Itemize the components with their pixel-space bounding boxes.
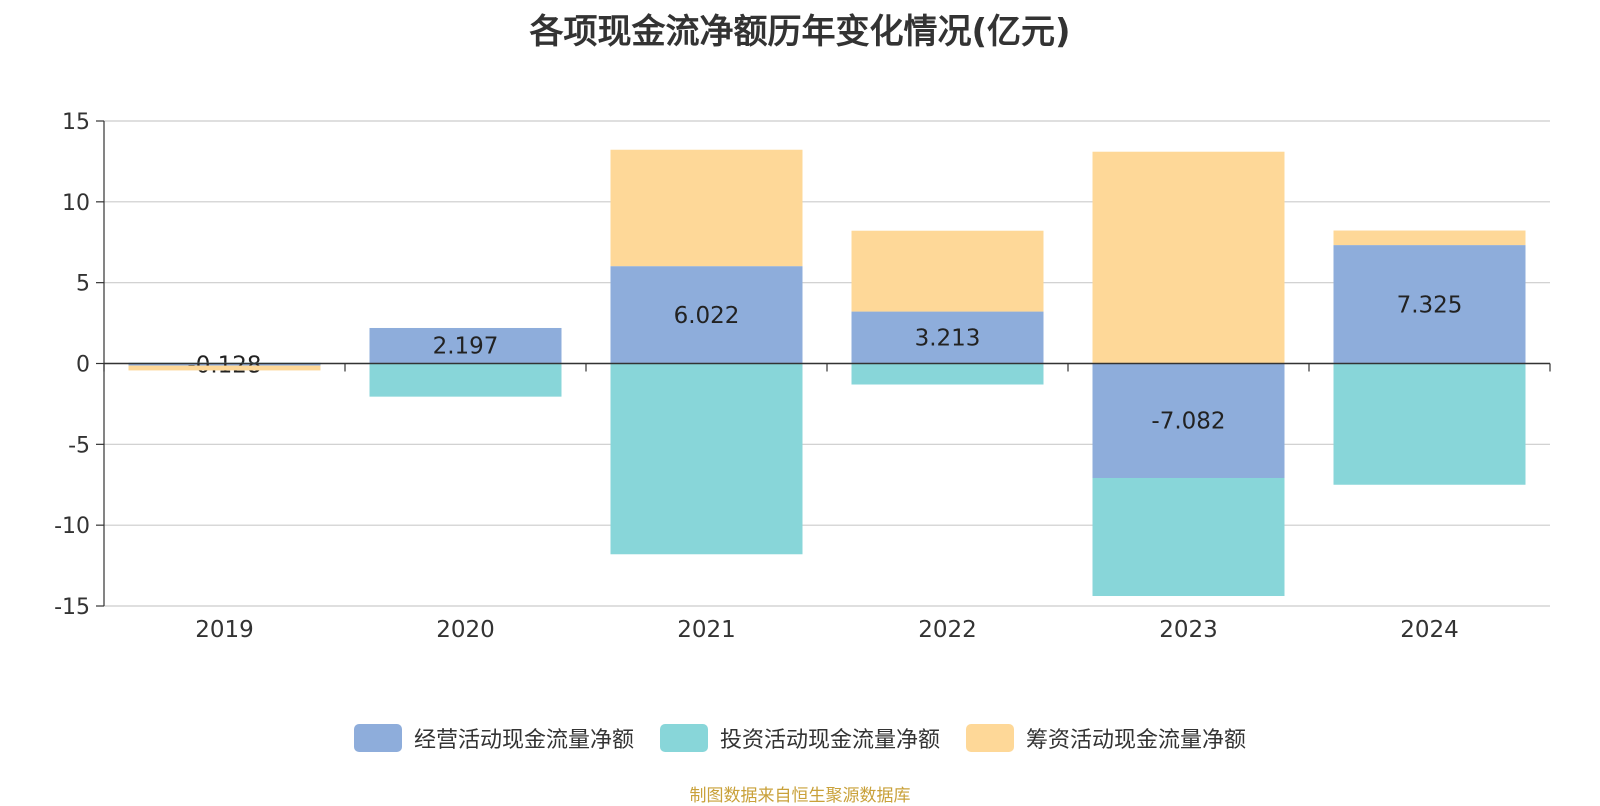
legend-swatch-investing <box>659 724 708 752</box>
bar-2024-series-2 <box>1333 363 1526 485</box>
bar-2022-series-3 <box>851 230 1044 312</box>
x-tick-label: 2023 <box>1159 617 1218 643</box>
legend-item-financing[interactable]: 筹资活动现金流量净额 <box>966 722 1246 754</box>
chart-legend: 经营活动现金流量净额 投资活动现金流量净额 筹资活动现金流量净额 <box>0 722 1600 754</box>
x-tick-label: 2022 <box>918 617 977 643</box>
source-note: 制图数据来自恒生聚源数据库 <box>689 786 911 806</box>
legend-item-operating[interactable]: 经营活动现金流量净额 <box>353 722 634 754</box>
bar-2019-series-3 <box>128 365 321 371</box>
data-label-2020: 2.197 <box>433 334 499 360</box>
bar-2022-series-2 <box>851 363 1044 385</box>
y-tick-label: 15 <box>62 110 90 135</box>
y-tick-label: 5 <box>76 272 90 297</box>
data-label-2021: 6.022 <box>674 303 740 329</box>
data-label-2023: -7.082 <box>1151 409 1225 435</box>
bar-2023-series-3 <box>1092 151 1285 364</box>
bar-2023-series-1 <box>1092 363 1285 478</box>
y-tick-label: -5 <box>68 433 90 458</box>
x-tick-label: 2024 <box>1400 617 1459 643</box>
y-tick-label: 0 <box>76 353 90 378</box>
legend-label-financing: 筹资活动现金流量净额 <box>1026 728 1247 753</box>
legend-label-operating: 经营活动现金流量净额 <box>413 728 634 753</box>
x-tick-label: 2020 <box>436 617 495 643</box>
chart-title: 各项现金流净额历年变化情况(亿元) <box>529 12 1071 52</box>
legend-item-investing[interactable]: 投资活动现金流量净额 <box>659 722 940 754</box>
bar-2019-series-1 <box>128 363 321 366</box>
x-tick-label: 2019 <box>195 617 254 643</box>
bar-2024-series-3 <box>1333 230 1526 246</box>
data-label-2024: 7.325 <box>1397 292 1463 318</box>
bar-2024-series-1 <box>1333 245 1526 364</box>
data-label-2019: -0.128 <box>187 353 261 379</box>
bar-2020-series-1 <box>369 327 562 364</box>
bar-2021-series-2 <box>610 363 803 555</box>
data-label-2022: 3.213 <box>915 326 981 352</box>
legend-swatch-operating <box>353 724 402 752</box>
bar-2021-series-3 <box>610 149 803 267</box>
y-tick-label: 10 <box>62 191 90 216</box>
y-tick-label: -10 <box>54 514 90 539</box>
y-tick-label: -15 <box>54 595 90 620</box>
bar-2021-series-1 <box>610 266 803 364</box>
bar-2023-series-2 <box>1092 477 1285 597</box>
bar-2022-series-1 <box>851 311 1044 364</box>
legend-swatch-financing <box>966 724 1014 752</box>
bar-2020-series-2 <box>369 363 562 397</box>
x-tick-label: 2021 <box>677 617 736 643</box>
legend-label-investing: 投资活动现金流量净额 <box>719 728 940 753</box>
